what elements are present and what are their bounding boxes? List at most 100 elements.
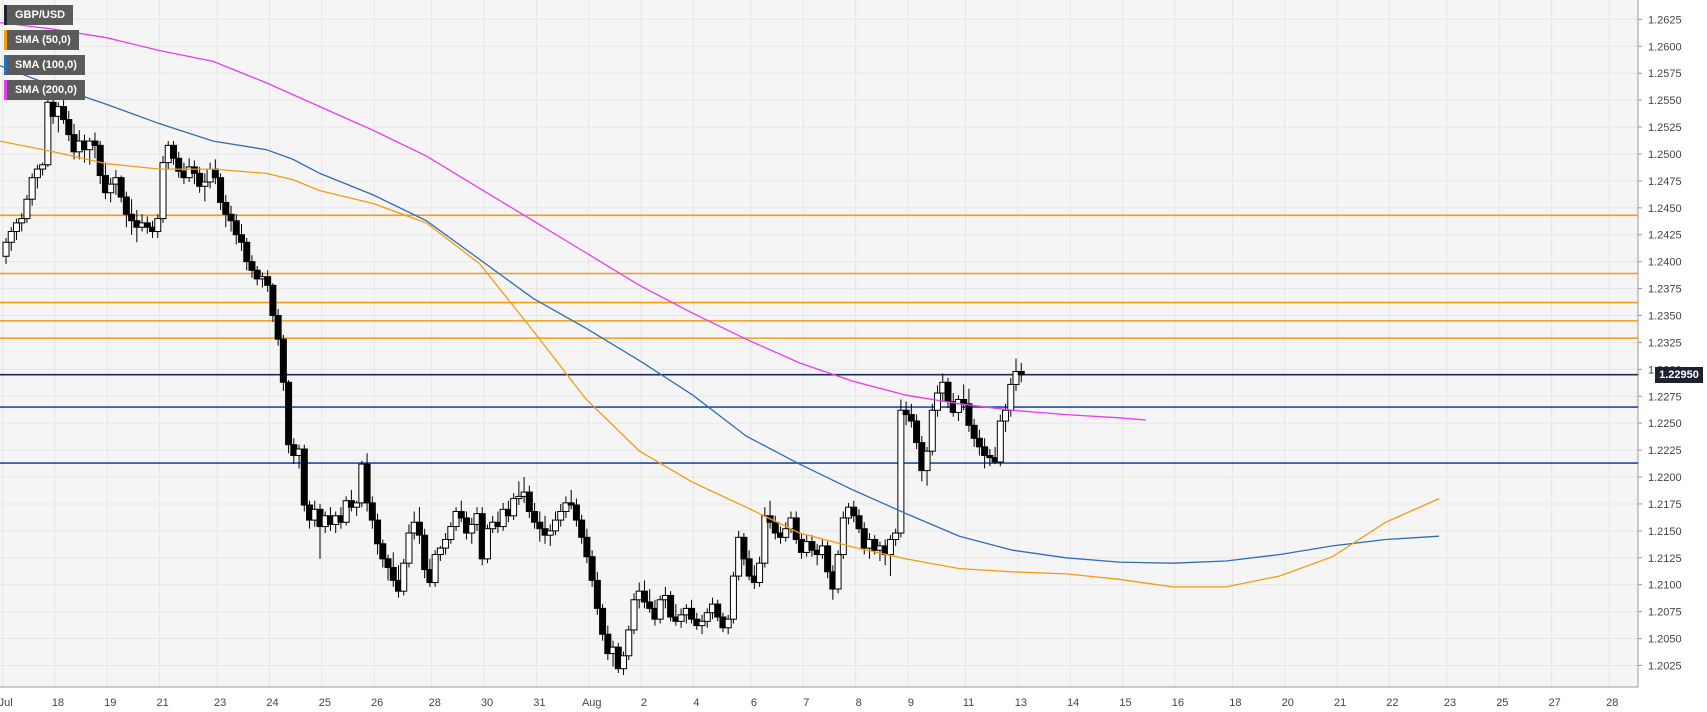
x-tick-label: 21 <box>1334 697 1346 709</box>
x-tick-label: 23 <box>214 697 226 709</box>
candle-body-bull <box>1007 383 1015 411</box>
legend-label-sma200: SMA (200,0) <box>15 84 77 96</box>
candle-body-bull <box>677 614 685 622</box>
sma100-line <box>0 65 1440 564</box>
x-tick-label: 24 <box>266 697 278 709</box>
candle-body-bear <box>599 607 607 635</box>
candle-body-bear <box>384 558 392 568</box>
x-tick-label: Jul <box>0 697 13 709</box>
candle-body-bear <box>583 536 591 558</box>
candle-body-bear <box>248 261 256 271</box>
y-tick-label: 1.2400 <box>1648 257 1682 269</box>
candle-body-bear <box>285 381 293 446</box>
candle-body-bull <box>839 517 847 556</box>
candle-body-bear <box>860 528 868 549</box>
candle-body-bear <box>536 521 544 530</box>
x-tick-label: 25 <box>1496 697 1508 709</box>
legend-item-sma200[interactable]: SMA (200,0) <box>4 80 85 100</box>
candle-body-bear <box>374 519 382 545</box>
candle-body-bull <box>18 218 26 224</box>
candle-body-bear <box>211 168 219 179</box>
legend-label-instrument: GBP/USD <box>15 9 66 21</box>
x-tick-label: 22 <box>1386 697 1398 709</box>
candle-body-bear <box>667 594 675 618</box>
candle-body-bear <box>572 504 580 521</box>
candle-body-bull <box>546 530 554 536</box>
legend-item-instrument[interactable]: GBP/USD <box>4 5 74 25</box>
candle-body-bear <box>65 119 73 136</box>
x-tick-label: 27 <box>1549 697 1561 709</box>
y-tick-label: 1.2325 <box>1648 337 1682 349</box>
candle-body-bear <box>363 463 371 504</box>
candle-body-bull <box>431 554 439 584</box>
y-tick-label: 1.2550 <box>1648 95 1682 107</box>
candle-body-bear <box>253 269 261 280</box>
y-tick-label: 1.2100 <box>1648 580 1682 592</box>
x-tick-label: 21 <box>156 697 168 709</box>
candle-body-bull <box>724 618 732 629</box>
candle-body-bear <box>196 172 204 187</box>
y-tick-label: 1.2375 <box>1648 284 1682 296</box>
candle-body-bear <box>269 284 277 317</box>
y-tick-label: 1.2150 <box>1648 526 1682 538</box>
candle-body-bear <box>531 510 539 523</box>
candle-body-bear <box>175 157 183 172</box>
candle-body-bull <box>557 510 565 521</box>
x-tick-label: 15 <box>1119 697 1131 709</box>
candle-body-bear <box>227 213 235 222</box>
candle-body-bear <box>944 381 952 403</box>
candle-body-bull <box>625 629 633 657</box>
candle-body-bull <box>954 398 962 413</box>
y-tick-label: 1.2075 <box>1648 607 1682 619</box>
candle-body-bear <box>975 437 983 448</box>
x-tick-label: 16 <box>1172 697 1184 709</box>
y-tick-label: 1.2575 <box>1648 68 1682 80</box>
candle-body-bull <box>447 526 455 540</box>
candle-body-bear <box>808 541 816 551</box>
x-tick-label: 31 <box>533 697 545 709</box>
x-tick-label: 28 <box>429 697 441 709</box>
candle-body-bull <box>452 510 460 528</box>
candle-body-bear <box>771 521 779 534</box>
x-axis-panel <box>0 687 1707 712</box>
y-tick-label: 1.2225 <box>1648 445 1682 457</box>
y-tick-label: 1.2125 <box>1648 553 1682 565</box>
candle-body-bear <box>232 220 240 236</box>
candle-body-bull <box>1002 409 1010 422</box>
y-tick-label: 1.2500 <box>1648 149 1682 161</box>
candle-body-bull <box>7 231 15 243</box>
candle-body-bear <box>300 448 308 506</box>
candle-body-bear <box>567 502 575 506</box>
candle-body-bear <box>525 491 533 512</box>
legend-label-sma100: SMA (100,0) <box>15 59 77 71</box>
x-tick-label: 18 <box>1229 697 1241 709</box>
candle-body-bull <box>39 164 47 170</box>
y-tick-label: 1.2600 <box>1648 41 1682 53</box>
candle-body-bear <box>855 515 863 530</box>
x-tick-label: 11 <box>963 697 974 709</box>
candle-body-bull <box>154 218 162 233</box>
x-tick-label: 4 <box>693 697 699 709</box>
x-tick-label: 7 <box>803 697 809 709</box>
candle-body-bear <box>457 510 465 519</box>
candle-body-bear <box>640 590 648 603</box>
candle-body-bear <box>850 506 858 517</box>
candle-body-bear <box>421 534 429 571</box>
legend-item-sma100[interactable]: SMA (100,0) <box>4 55 85 75</box>
candle-body-bear <box>745 558 753 577</box>
candle-body-bull <box>28 177 36 200</box>
candle-body-bear <box>714 603 722 618</box>
candle-body-bull <box>2 241 10 257</box>
candle-body-bull <box>33 168 41 179</box>
candle-body-bear <box>740 536 748 560</box>
x-tick-label: 20 <box>1282 697 1294 709</box>
legend-item-sma50[interactable]: SMA (50,0) <box>4 30 79 50</box>
candle-body-bear <box>965 403 973 426</box>
x-tick-label: 13 <box>1015 697 1027 709</box>
y-tick-label: 1.2350 <box>1648 311 1682 323</box>
candle-body-bull <box>201 181 209 187</box>
x-tick-label: 19 <box>104 697 116 709</box>
candle-body-bull <box>928 409 936 452</box>
candle-body-bear <box>128 213 136 222</box>
